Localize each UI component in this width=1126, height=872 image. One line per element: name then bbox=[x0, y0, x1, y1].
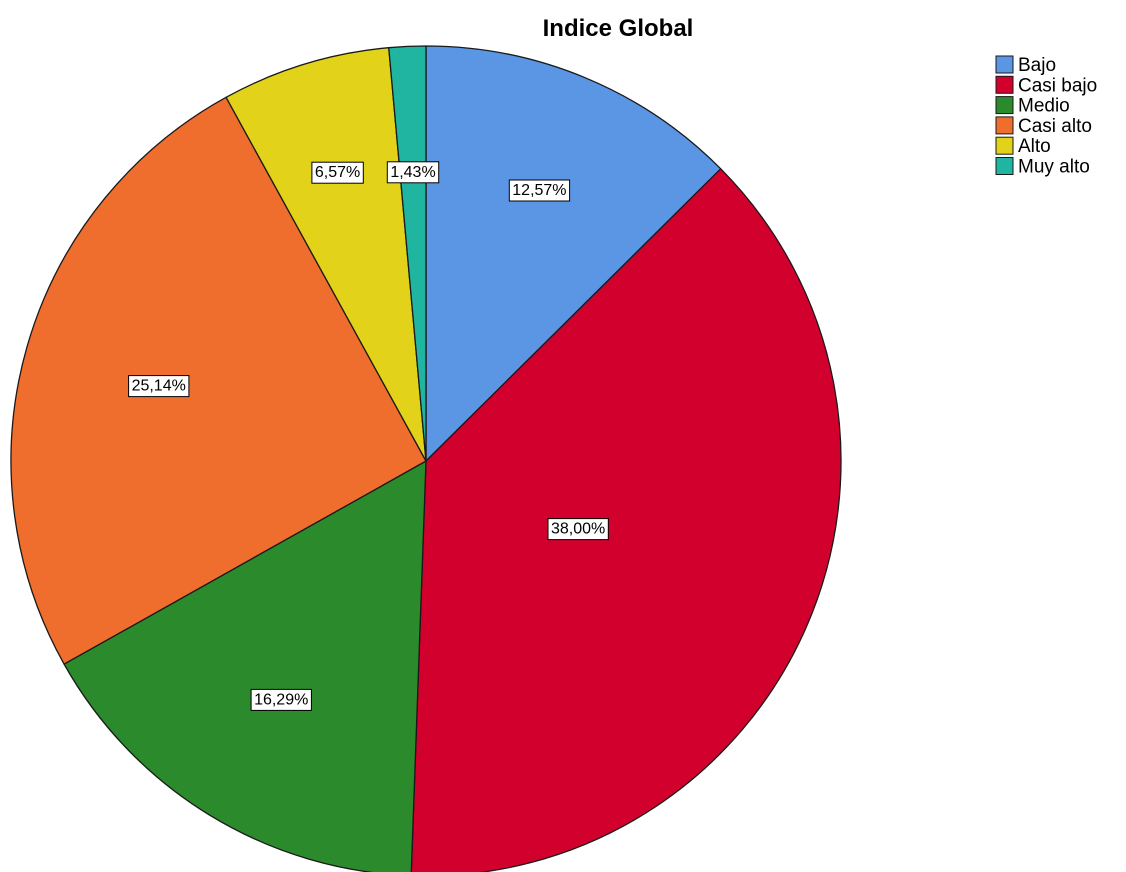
slice-label-text: 16,29% bbox=[254, 691, 308, 708]
slice-label-box bbox=[311, 161, 364, 184]
slice-label-alto: 6,57% bbox=[311, 161, 364, 184]
legend-swatch bbox=[995, 96, 1014, 115]
chart-title: Indice Global bbox=[543, 15, 694, 42]
pie-slice-casi-alto bbox=[10, 96, 427, 665]
legend-label: Muy alto bbox=[1018, 157, 1090, 178]
slice-label-text: 25,14% bbox=[132, 378, 186, 395]
slice-label-casi-alto: 25,14% bbox=[128, 375, 190, 398]
slice-labels: 12,57% 38,00% 16,29% 25,14% 6,57% 1,43% bbox=[128, 161, 609, 711]
legend-item-casi-alto: Casi alto bbox=[995, 116, 1092, 137]
legend-swatch bbox=[995, 55, 1014, 74]
slice-label-text: 1,43% bbox=[390, 164, 435, 181]
legend-label: Casi bajo bbox=[1018, 75, 1097, 96]
slice-label-text: 12,57% bbox=[512, 182, 566, 199]
pie-slice-casi-bajo bbox=[410, 168, 842, 872]
legend-swatch bbox=[995, 75, 1014, 94]
legend-item-alto: Alto bbox=[995, 136, 1051, 157]
legend-label: Alto bbox=[1018, 136, 1051, 157]
pie-slice-muy-alto bbox=[388, 45, 427, 462]
legend-label: Bajo bbox=[1018, 55, 1056, 76]
slice-label-box bbox=[250, 688, 312, 711]
legend-swatch bbox=[995, 136, 1014, 155]
slice-label-box bbox=[547, 518, 609, 541]
legend-item-casi-bajo: Casi bajo bbox=[995, 75, 1097, 96]
slice-label-medio: 16,29% bbox=[250, 688, 312, 711]
pie-slice-medio bbox=[63, 460, 427, 872]
slice-label-text: 6,57% bbox=[315, 164, 360, 181]
legend-label: Medio bbox=[1018, 96, 1070, 117]
legend-swatch bbox=[995, 157, 1014, 175]
slice-label-box bbox=[508, 179, 571, 202]
pie-slice-bajo bbox=[425, 45, 722, 462]
legend-swatch bbox=[995, 116, 1014, 135]
pie-slice-alto bbox=[225, 47, 427, 462]
slice-label-text: 38,00% bbox=[551, 521, 605, 538]
slice-label-bajo: 12,57% bbox=[508, 179, 571, 202]
slice-label-casi-bajo: 38,00% bbox=[547, 518, 609, 541]
legend-item-medio: Medio bbox=[995, 96, 1070, 117]
pie-slices bbox=[10, 45, 842, 872]
slice-label-muy-alto: 1,43% bbox=[386, 161, 440, 184]
legend-label: Casi alto bbox=[1018, 116, 1092, 137]
legend-item-bajo: Bajo bbox=[995, 55, 1056, 76]
slice-label-box bbox=[386, 161, 440, 184]
slice-label-box bbox=[128, 375, 190, 398]
legend-item-muy-alto: Muy alto bbox=[995, 157, 1090, 178]
